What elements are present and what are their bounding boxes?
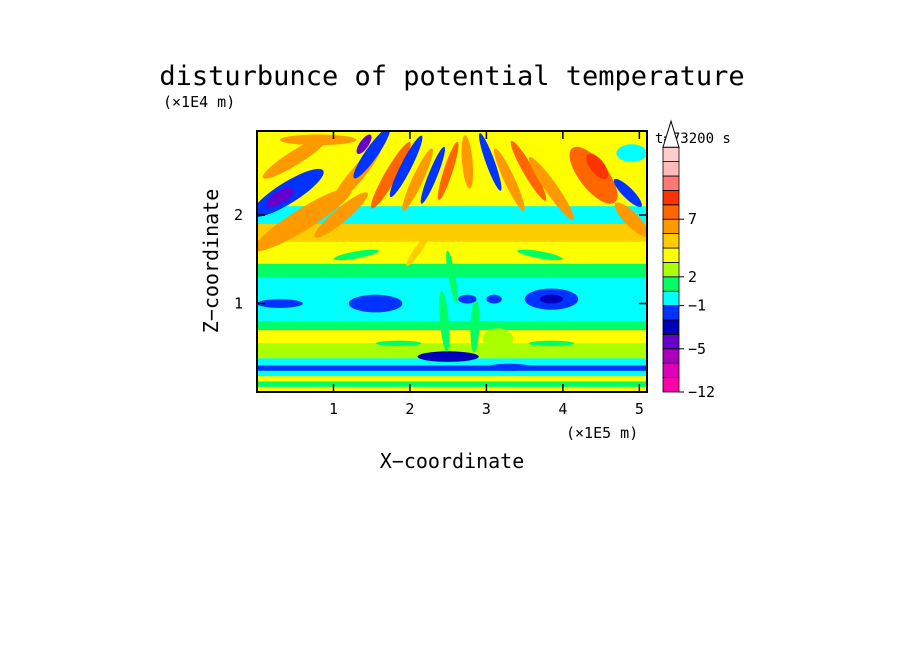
heatmap-band (257, 343, 647, 359)
heatmap-feature (478, 133, 502, 191)
heatmap-feature (458, 294, 477, 304)
x-tick-label: 3 (482, 400, 491, 418)
heatmap-feature (333, 249, 380, 261)
heatmap-feature (539, 294, 563, 304)
heatmap-feature (494, 148, 525, 211)
heatmap-band (257, 381, 647, 387)
heatmap-band (257, 370, 647, 377)
x-axis-title: X−coordinate (380, 449, 525, 473)
colorbar-swatch (662, 276, 680, 292)
heatmap-feature (370, 141, 411, 209)
heatmap-feature (406, 234, 429, 267)
y-axis-unit: (×1E4 m) (163, 93, 235, 111)
heatmap-feature (262, 136, 328, 179)
colorbar-extend-arrow (662, 119, 680, 148)
heatmap-feature (470, 298, 480, 353)
colorbar-swatch (662, 348, 680, 364)
heatmap-feature (389, 135, 423, 198)
heatmap-band (257, 321, 647, 331)
x-tick-label: 2 (405, 400, 414, 418)
x-tick-label: 4 (558, 400, 567, 418)
heatmap-feature (510, 140, 547, 201)
heatmap-feature (348, 294, 403, 313)
heatmap-feature (439, 290, 450, 352)
colorbar-swatch (662, 233, 680, 249)
colorbar-legend: −12−5−127 (662, 119, 715, 401)
y-axis-title: Z−coordinate (199, 189, 223, 334)
heatmap-feature (482, 328, 514, 350)
y-tick-label: 2 (234, 206, 243, 224)
colorbar-swatch (662, 189, 680, 206)
heatmap-feature (586, 153, 609, 180)
heatmap-feature (613, 178, 642, 207)
colorbar-swatch (662, 290, 680, 307)
heatmap-feature (257, 299, 303, 308)
heatmap-feature (257, 187, 352, 252)
colorbar-swatch (662, 161, 680, 177)
heatmap-feature (528, 156, 574, 221)
heatmap-feature (614, 202, 647, 237)
x-tick-label: 1 (329, 400, 338, 418)
heatmap-feature (402, 148, 433, 211)
colorbar-swatch (662, 218, 680, 234)
colorbar-tick-label: −12 (688, 383, 715, 401)
colorbar-swatch (662, 204, 680, 220)
plot-area (256, 130, 648, 393)
heatmap-band (257, 330, 647, 344)
y-tick-label: 1 (234, 295, 243, 313)
heatmap-feature (417, 351, 479, 362)
heatmap-band (257, 386, 647, 392)
colorbar-tick-label: −5 (688, 340, 706, 358)
plot-frame (256, 130, 648, 393)
heatmap-feature (375, 340, 422, 346)
heatmap-feature (356, 134, 372, 155)
chart-title: disturbunce of potential temperature (159, 61, 744, 92)
heatmap-feature (461, 135, 474, 189)
x-axis: 1 2 3 4 5 (329, 131, 644, 418)
heatmap-feature (437, 141, 459, 200)
x-axis-unit: (×1E5 m) (566, 424, 638, 442)
colorbar-swatch (662, 362, 680, 379)
heatmap-feature (446, 250, 458, 304)
heatmap-band (257, 365, 647, 371)
heatmap-feature (279, 134, 357, 146)
y-axis: 12 (234, 206, 647, 313)
colorbar-swatch (662, 146, 680, 162)
heatmap-feature (528, 340, 575, 346)
colorbar-swatch (662, 319, 680, 335)
heatmap-band (257, 358, 647, 366)
colorbar-swatch (662, 247, 680, 263)
colorbar-swatch (662, 175, 680, 191)
colorbar-tick-label: 7 (688, 210, 697, 228)
heatmap-band (257, 241, 647, 264)
colorbar-swatch (662, 377, 680, 393)
colorbar-swatch (662, 305, 680, 321)
heatmap-band (257, 223, 647, 242)
heatmap-band (257, 376, 647, 382)
x-tick-label: 5 (635, 400, 644, 418)
heatmap-feature (314, 192, 368, 238)
heatmap-feature (266, 187, 294, 208)
colorbar-tick-label: −1 (688, 297, 706, 315)
heatmap-feature (616, 144, 647, 162)
heatmap-feature (517, 249, 563, 261)
heatmap-feature (569, 146, 618, 204)
colorbar-swatch (662, 333, 680, 350)
heatmap-feature (420, 146, 446, 204)
heatmap-feature (486, 294, 502, 304)
colorbar-swatch (662, 261, 680, 278)
heatmap-feature (486, 363, 533, 371)
colorbar-tick-label: 2 (688, 268, 697, 286)
heatmap-feature (353, 131, 390, 179)
heatmap-field (257, 131, 647, 392)
